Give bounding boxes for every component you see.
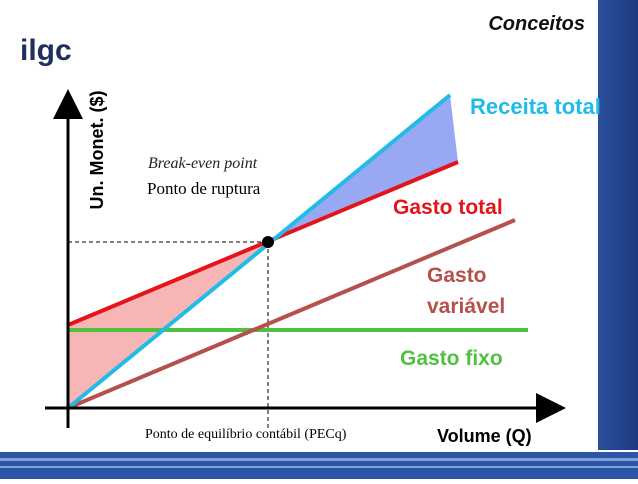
- logo: ilgc: [20, 34, 72, 67]
- total-cost-label: Gasto total: [393, 196, 503, 219]
- bottom-band: [0, 452, 638, 479]
- break-even-volume-label: Ponto de equilíbrio contábil (PECq): [145, 427, 347, 442]
- bottom-stripe: [0, 466, 638, 468]
- bottom-stripe: [0, 458, 638, 461]
- slide-title: Conceitos: [488, 13, 585, 35]
- break-even-point: [262, 236, 274, 248]
- fixed-cost-label: Gasto fixo: [400, 347, 503, 370]
- revenue-label: Receita total: [470, 94, 601, 119]
- break-even-label: Break-even point: [148, 155, 258, 172]
- revenue-line: [66, 93, 452, 410]
- side-band: [598, 0, 638, 450]
- x-axis-label: Volume (Q): [437, 426, 532, 446]
- variable-cost-label: variável: [427, 295, 505, 318]
- break-even-label-pt: Ponto de ruptura: [147, 179, 261, 198]
- variable-cost-label: Gasto: [427, 264, 487, 287]
- y-axis-label: Un. Monet. ($): [87, 91, 107, 210]
- variable-cost-line: [67, 218, 516, 410]
